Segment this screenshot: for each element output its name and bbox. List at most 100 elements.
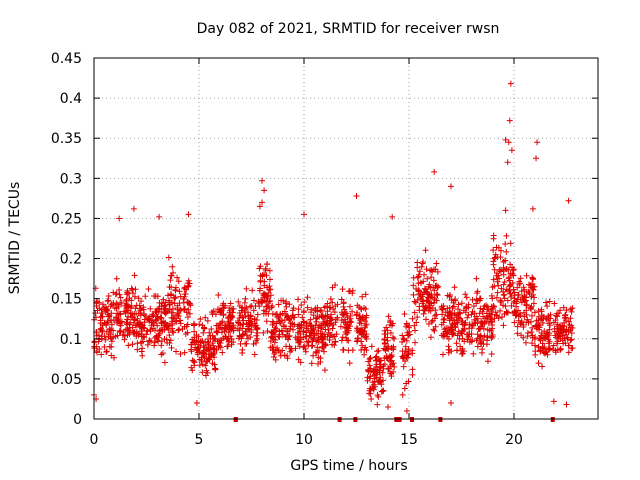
data-point: [287, 348, 294, 355]
data-point: [419, 260, 426, 267]
data-point: [411, 322, 418, 329]
data-point: [474, 335, 481, 342]
data-point: [252, 323, 259, 330]
data-point: [390, 368, 397, 375]
data-point: [123, 301, 130, 308]
data-point: [484, 326, 491, 333]
data-point: [310, 352, 317, 359]
data-point: [413, 319, 420, 326]
data-point: [539, 320, 546, 327]
data-point: [439, 306, 446, 313]
data-point: [430, 326, 437, 333]
data-point: [458, 330, 465, 337]
data-point: [340, 300, 347, 307]
data-point: [568, 308, 575, 315]
data-point: [414, 259, 421, 266]
data-point: [219, 349, 226, 356]
data-point: [117, 294, 124, 301]
data-point: [502, 136, 509, 143]
data-point: [508, 302, 515, 309]
data-point: [242, 305, 249, 312]
data-point: [188, 364, 195, 371]
data-point: [297, 330, 304, 337]
data-point: [353, 325, 360, 332]
data-point: [427, 302, 434, 309]
data-point: [489, 295, 496, 302]
data-point: [116, 286, 123, 293]
data-point: [327, 296, 334, 303]
data-point: [490, 303, 497, 310]
data-point: [321, 367, 328, 374]
data-point: [281, 352, 288, 359]
data-point: [112, 291, 119, 298]
data-point: [346, 323, 353, 330]
data-point: [529, 205, 536, 212]
data-point: [449, 320, 456, 327]
data-point: [314, 308, 321, 315]
data-point: [343, 331, 350, 338]
data-point: [504, 297, 511, 304]
data-point: [113, 275, 120, 282]
data-point: [309, 342, 316, 349]
data-point: [131, 293, 138, 300]
data-point: [283, 332, 290, 339]
data-point: [563, 401, 570, 408]
data-point: [125, 290, 132, 297]
data-point: [547, 311, 554, 318]
data-point: [501, 310, 508, 317]
data-point: [477, 332, 484, 339]
data-point: [169, 322, 176, 329]
data-point: [307, 316, 314, 323]
data-point: [267, 334, 274, 341]
data-point: [546, 326, 553, 333]
data-point: [219, 318, 226, 325]
data-point: [555, 335, 562, 342]
data-point: [506, 287, 513, 294]
data-point: [449, 329, 456, 336]
data-point: [214, 338, 221, 345]
data-point: [195, 341, 202, 348]
data-point: [567, 337, 574, 344]
data-point: [476, 310, 483, 317]
data-point: [312, 348, 319, 355]
data-point: [551, 300, 558, 307]
data-point: [496, 275, 503, 282]
data-point: [488, 307, 495, 314]
data-point: [340, 346, 347, 353]
data-point: [300, 318, 307, 325]
data-point: [161, 335, 168, 342]
data-point: [374, 348, 381, 355]
data-point: [565, 197, 572, 204]
data-point: [166, 339, 173, 346]
data-point: [103, 348, 110, 355]
data-point: [563, 331, 570, 338]
data-point: [410, 282, 417, 289]
data-point: [532, 323, 539, 330]
data-point: [147, 305, 154, 312]
data-point: [337, 323, 344, 330]
data-point: [495, 315, 502, 322]
data-point: [559, 329, 566, 336]
data-point: [324, 300, 331, 307]
data-point: [506, 274, 513, 281]
data-point: [542, 299, 549, 306]
data-point: [266, 267, 273, 274]
data-point: [276, 334, 283, 341]
data-point: [254, 329, 261, 336]
data-point: [140, 324, 147, 331]
data-point: [237, 312, 244, 319]
data-point: [283, 303, 290, 310]
data-point: [546, 346, 553, 353]
data-point: [492, 309, 499, 316]
data-point: [464, 314, 471, 321]
data-point: [461, 321, 468, 328]
data-point: [103, 348, 110, 355]
data-point: [354, 325, 361, 332]
data-point: [473, 300, 480, 307]
data-point: [117, 322, 124, 329]
data-point: [489, 325, 496, 332]
data-point: [97, 320, 104, 327]
data-point: [108, 327, 115, 334]
data-point: [263, 318, 270, 325]
